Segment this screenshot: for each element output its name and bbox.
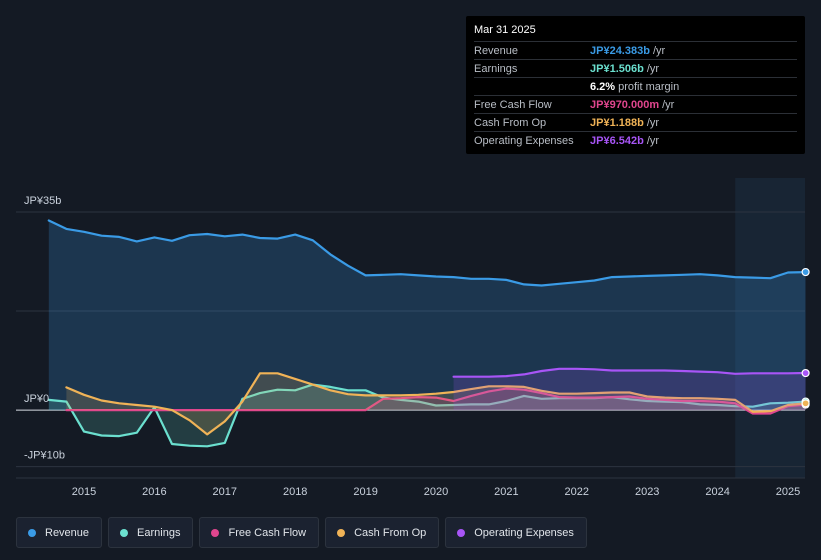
earnings-area (48, 384, 806, 447)
forecast-region (735, 178, 805, 478)
x-tick-label: 2018 (283, 486, 307, 498)
legend-dot-icon (457, 528, 466, 537)
tooltip-row-label: Free Cash Flow (474, 98, 552, 111)
legend-item-operating-expenses[interactable]: Operating Expenses (445, 517, 587, 548)
x-tick-label: 2024 (705, 486, 729, 498)
x-tick-label: 2025 (776, 486, 800, 498)
tooltip-row-value: JP¥24.383b (590, 44, 650, 57)
revenue-area (48, 220, 806, 411)
tooltip-row: 6.2% profit margin (474, 77, 797, 95)
tooltip-row: Free Cash Flow JP¥970.000m/yr (474, 95, 797, 113)
cash-from-op-line (65, 372, 807, 436)
legend-dot-icon (211, 528, 220, 537)
tooltip-row-label: Earnings (474, 62, 518, 75)
legend: Revenue Earnings Free Cash Flow Cash From O… (16, 517, 587, 549)
legend-dot-icon (337, 528, 346, 537)
tooltip: Mar 31 2025 Revenue JP¥24.383b/yr Earnings… (466, 16, 805, 154)
tooltip-row-value: JP¥1.506b (590, 62, 644, 75)
tooltip-row-unit: /yr (646, 62, 660, 75)
x-tick-label: 2021 (494, 486, 518, 498)
earnings-line (47, 383, 807, 448)
tooltip-date: Mar 31 2025 (474, 24, 536, 36)
legend-label: Revenue (45, 526, 90, 539)
tooltip-row-unit: /yr (646, 134, 660, 147)
free-cash-flow-line (65, 387, 807, 415)
x-tick-label: 2023 (635, 486, 659, 498)
tooltip-row-unit: /yr (646, 116, 660, 129)
legend-item-revenue[interactable]: Revenue (16, 517, 103, 548)
legend-dot-icon (120, 528, 129, 537)
x-tick-label: 2022 (565, 486, 589, 498)
legend-label: Free Cash Flow (228, 526, 307, 539)
legend-dot-icon (28, 528, 36, 537)
tooltip-row-unit: /yr (652, 44, 666, 57)
x-tick-label: 2020 (424, 486, 448, 498)
tooltip-row-label: Cash From Op (474, 116, 547, 129)
tooltip-row-unit: profit margin (618, 80, 680, 93)
free-cash-flow-area (66, 388, 806, 414)
x-tick-label: 2017 (213, 486, 237, 498)
tooltip-row-value: JP¥1.188b (590, 116, 644, 129)
tooltip-row-unit: /yr (662, 98, 675, 111)
tooltip-row: Cash From Op JP¥1.188b/yr (474, 113, 797, 131)
revenue-endpoint (801, 267, 810, 277)
tooltip-row-label: Operating Expenses (474, 134, 574, 147)
operating-expenses-area (453, 368, 806, 411)
legend-item-cash-from-op[interactable]: Cash From Op (325, 517, 440, 548)
y-tick-label: -JP¥10b (24, 450, 65, 462)
legend-label: Cash From Op (354, 526, 427, 539)
tooltip-row-value: JP¥970.000m (590, 98, 660, 111)
y-tick-label: JP¥35b (24, 195, 61, 207)
x-tick-label: 2016 (142, 486, 166, 498)
x-tick-label: 2015 (72, 486, 96, 498)
y-tick-label: JP¥0 (24, 393, 49, 405)
tooltip-row: Operating Expenses JP¥6.542b/yr (474, 131, 797, 149)
legend-item-earnings[interactable]: Earnings (108, 517, 194, 548)
legend-label: Earnings (137, 526, 181, 539)
x-tick-label: 2019 (353, 486, 377, 498)
revenue-line (47, 219, 807, 287)
operating-expenses-endpoint (801, 368, 810, 378)
legend-item-free-cash-flow[interactable]: Free Cash Flow (199, 517, 320, 548)
tooltip-row-value: JP¥6.542b (590, 134, 644, 147)
cash-from-op-endpoint (801, 399, 810, 408)
tooltip-row-label: Revenue (474, 44, 519, 57)
legend-label: Operating Expenses (474, 526, 574, 539)
tooltip-row-value: 6.2% (590, 80, 616, 93)
operating-expenses-line (452, 367, 807, 378)
tooltip-row: Revenue JP¥24.383b/yr (474, 41, 797, 59)
tooltip-row: Earnings JP¥1.506b/yr (474, 59, 797, 77)
